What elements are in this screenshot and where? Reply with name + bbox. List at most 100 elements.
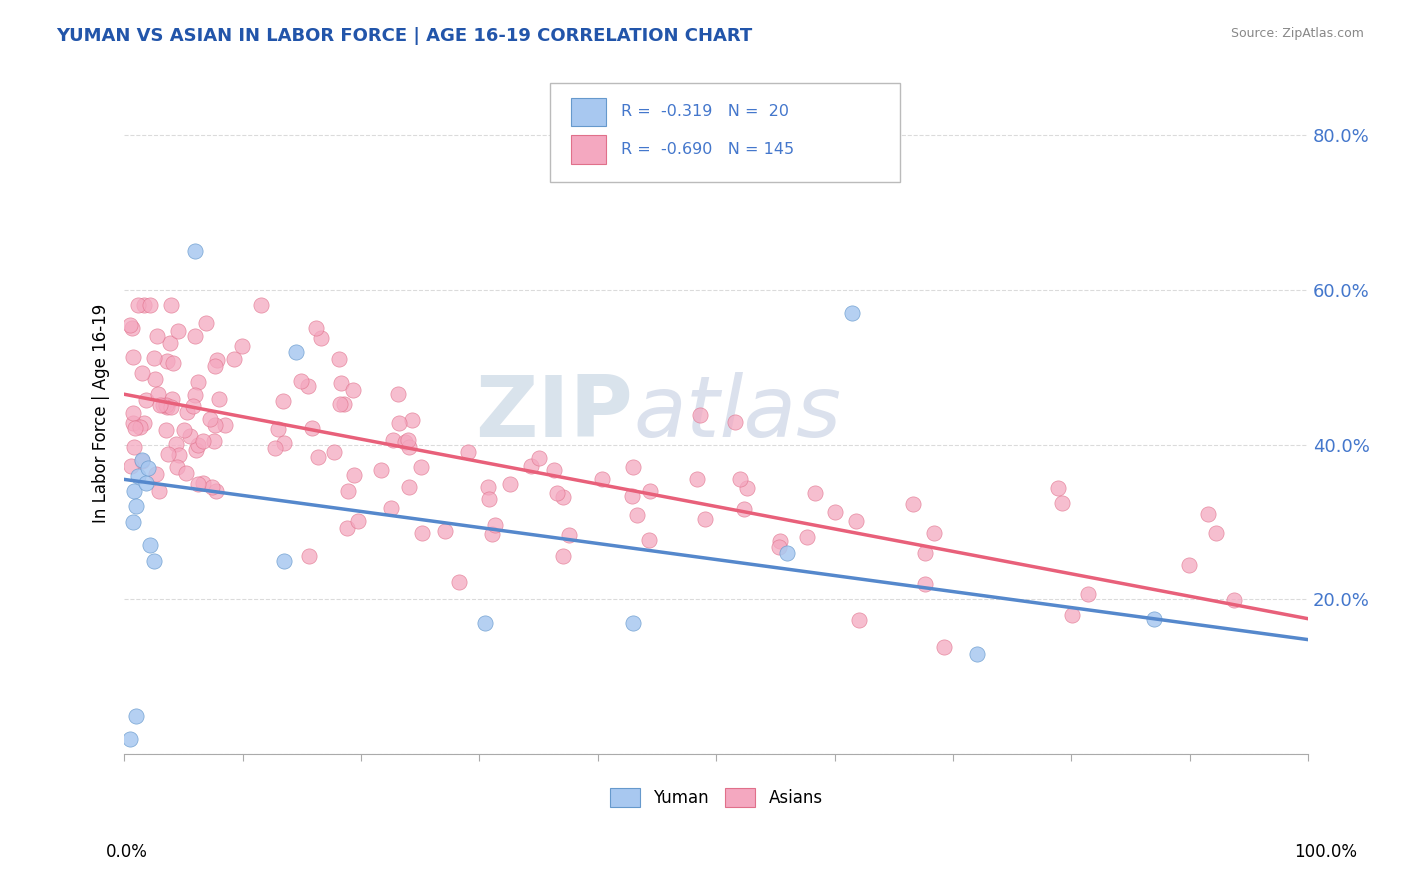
Text: R =  -0.319   N =  20: R = -0.319 N = 20: [621, 104, 790, 120]
Point: [143, 372, 166, 386]
Point: [543, 463, 565, 477]
Point: [121, 515, 143, 529]
Point: [250, 298, 273, 312]
Point: [191, 476, 214, 491]
Text: ZIP: ZIP: [475, 372, 633, 455]
Point: [342, 383, 364, 397]
Point: [922, 526, 945, 541]
Point: [387, 387, 409, 401]
Point: [1143, 612, 1166, 626]
Point: [194, 316, 217, 330]
Point: [346, 514, 368, 528]
Point: [125, 500, 148, 514]
Point: [841, 306, 863, 320]
Point: [273, 554, 295, 568]
Point: [132, 298, 155, 312]
Point: [388, 417, 411, 431]
Point: [932, 640, 955, 654]
Point: [1062, 608, 1084, 623]
Point: [735, 481, 758, 495]
Point: [166, 459, 188, 474]
Point: [167, 448, 190, 462]
Point: [776, 546, 799, 560]
Point: [449, 575, 471, 590]
Point: [176, 404, 198, 418]
Point: [120, 731, 142, 746]
Point: [621, 459, 644, 474]
Point: [621, 615, 644, 630]
Point: [1047, 481, 1070, 495]
Point: [591, 472, 613, 486]
Point: [380, 500, 402, 515]
Point: [290, 375, 312, 389]
Point: [434, 524, 457, 539]
Point: [184, 329, 207, 343]
Point: [121, 321, 143, 335]
Point: [202, 434, 225, 448]
Point: [204, 484, 226, 499]
Point: [271, 393, 294, 408]
Point: [481, 526, 503, 541]
Point: [457, 445, 479, 459]
Point: [1077, 587, 1099, 601]
Point: [914, 577, 936, 591]
Point: [121, 350, 143, 364]
Text: atlas: atlas: [633, 372, 841, 455]
Point: [520, 458, 543, 473]
Point: [394, 434, 416, 449]
Point: [370, 463, 392, 477]
Point: [204, 359, 226, 373]
Point: [205, 352, 228, 367]
Point: [142, 554, 165, 568]
Point: [298, 549, 321, 563]
Point: [184, 442, 207, 457]
Point: [159, 335, 181, 350]
Point: [329, 396, 352, 410]
Point: [689, 408, 711, 422]
Point: [146, 387, 169, 401]
Point: [149, 398, 172, 412]
Point: [263, 441, 285, 455]
Point: [273, 436, 295, 450]
Point: [127, 298, 149, 312]
Point: [181, 399, 204, 413]
Point: [146, 329, 169, 343]
Point: [136, 460, 159, 475]
Point: [201, 480, 224, 494]
Point: [848, 613, 870, 627]
Point: [135, 392, 157, 407]
Point: [343, 467, 366, 482]
Point: [129, 420, 152, 434]
Point: [527, 450, 550, 465]
Point: [122, 416, 145, 430]
Point: [329, 376, 352, 390]
Point: [155, 423, 177, 437]
Point: [131, 366, 153, 380]
Point: [187, 375, 209, 389]
Point: [184, 388, 207, 402]
Point: [297, 379, 319, 393]
Point: [477, 480, 499, 494]
Point: [155, 398, 177, 412]
Point: [309, 331, 332, 345]
Point: [398, 440, 420, 454]
Point: [693, 512, 716, 526]
Bar: [571, 135, 606, 163]
Point: [160, 392, 183, 406]
Point: [139, 298, 162, 312]
Point: [207, 392, 229, 406]
Point: [323, 445, 346, 459]
Point: [160, 298, 183, 312]
Point: [796, 530, 818, 544]
Text: 100.0%: 100.0%: [1294, 843, 1357, 861]
Point: [1178, 558, 1201, 572]
Point: [824, 505, 846, 519]
Y-axis label: In Labor Force | Age 16-19: In Labor Force | Age 16-19: [93, 304, 110, 524]
Point: [301, 420, 323, 434]
Point: [266, 422, 288, 436]
Point: [120, 458, 142, 473]
Point: [1205, 526, 1227, 541]
Point: [187, 438, 209, 452]
Point: [120, 318, 142, 332]
Point: [328, 352, 350, 367]
